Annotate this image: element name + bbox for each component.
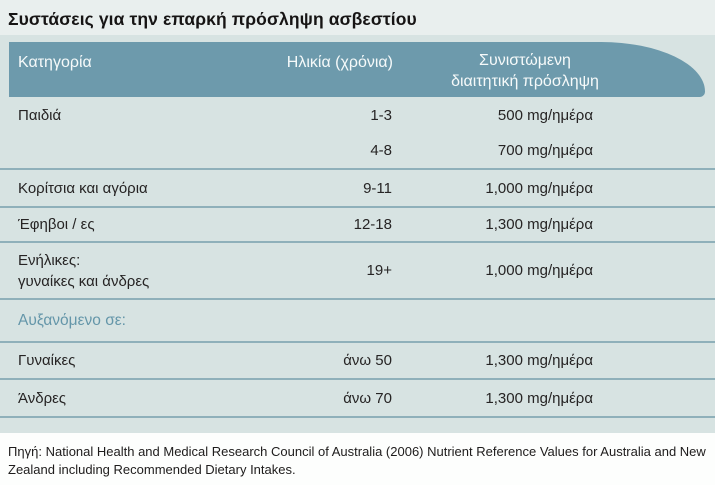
row-intake: 1,000 mg/ημέρα [485, 262, 593, 279]
row-age: 9-11 [363, 179, 392, 197]
table-body: Παιδιά 1-3 500 mg/ημέρα 4-8 700 mg/ημέρα… [0, 97, 715, 418]
row-age: άνω 70 [343, 389, 392, 407]
row-age: άνω 50 [343, 352, 392, 369]
row-intake: 1,300 mg/ημέρα [485, 352, 593, 369]
section-label: Αυξανόμενο σε: [18, 311, 126, 329]
row-age: 1-3 [370, 106, 392, 124]
row-age: 12-18 [353, 216, 392, 233]
row-age: 19+ [366, 262, 392, 279]
table-row: Έφηβοι / ες 12-18 1,300 mg/ημέρα [0, 208, 715, 243]
column-header-age: Ηλικία (χρόνια) [286, 54, 393, 71]
table-row: Γυναίκες άνω 50 1,300 mg/ημέρα [0, 343, 715, 380]
table-header-row: Κατηγορία Ηλικία (χρόνια) Συνιστώμενη δι… [9, 42, 705, 97]
row-intake: 500 mg/ημέρα [497, 106, 593, 124]
row-category: Άνδρες [18, 389, 67, 407]
row-age: 4-8 [370, 142, 392, 159]
table-row: Κορίτσια και αγόρια 9-11 1,000 mg/ημέρα [0, 170, 715, 208]
table-row: 4-8 700 mg/ημέρα [0, 133, 715, 170]
row-category: Κορίτσια και αγόρια [18, 179, 148, 197]
table-section-row: Αυξανόμενο σε: [0, 300, 715, 343]
row-category: Έφηβοι / ες [18, 216, 95, 233]
column-header-intake: Συνιστώμενη διαιτητική πρόσληψη [420, 50, 630, 92]
column-header-category: Κατηγορία [18, 54, 92, 71]
table-row: Ενήλικες: γυναίκες και άνδρες 19+ 1,000 … [0, 243, 715, 300]
row-category: Παιδιά [18, 106, 62, 124]
source-note: Πηγή: National Health and Medical Resear… [8, 444, 706, 477]
table-row: Παιδιά 1-3 500 mg/ημέρα [0, 97, 715, 133]
column-header-intake-line1: Συνιστώμενη [479, 52, 571, 69]
row-intake: 1,300 mg/ημέρα [485, 216, 593, 233]
row-intake: 1,000 mg/ημέρα [485, 179, 593, 197]
page-title: Συστάσεις για την επαρκή πρόσληψη ασβεστ… [8, 9, 417, 29]
row-intake: 1,300 mg/ημέρα [485, 389, 593, 407]
row-category-line2: γυναίκες και άνδρες [18, 272, 150, 290]
row-category: Ενήλικες: γυναίκες και άνδρες [18, 250, 222, 292]
title-band: Συστάσεις για την επαρκή πρόσληψη ασβεστ… [0, 0, 715, 35]
row-category-line1: Ενήλικες: [18, 251, 81, 269]
row-intake: 700 mg/ημέρα [497, 142, 593, 159]
calcium-intake-table: Κατηγορία Ηλικία (χρόνια) Συνιστώμενη δι… [0, 35, 715, 433]
column-header-intake-line2: διαιτητική πρόσληψη [451, 73, 599, 90]
row-category: Γυναίκες [18, 352, 76, 369]
table-row: Άνδρες άνω 70 1,300 mg/ημέρα [0, 380, 715, 418]
